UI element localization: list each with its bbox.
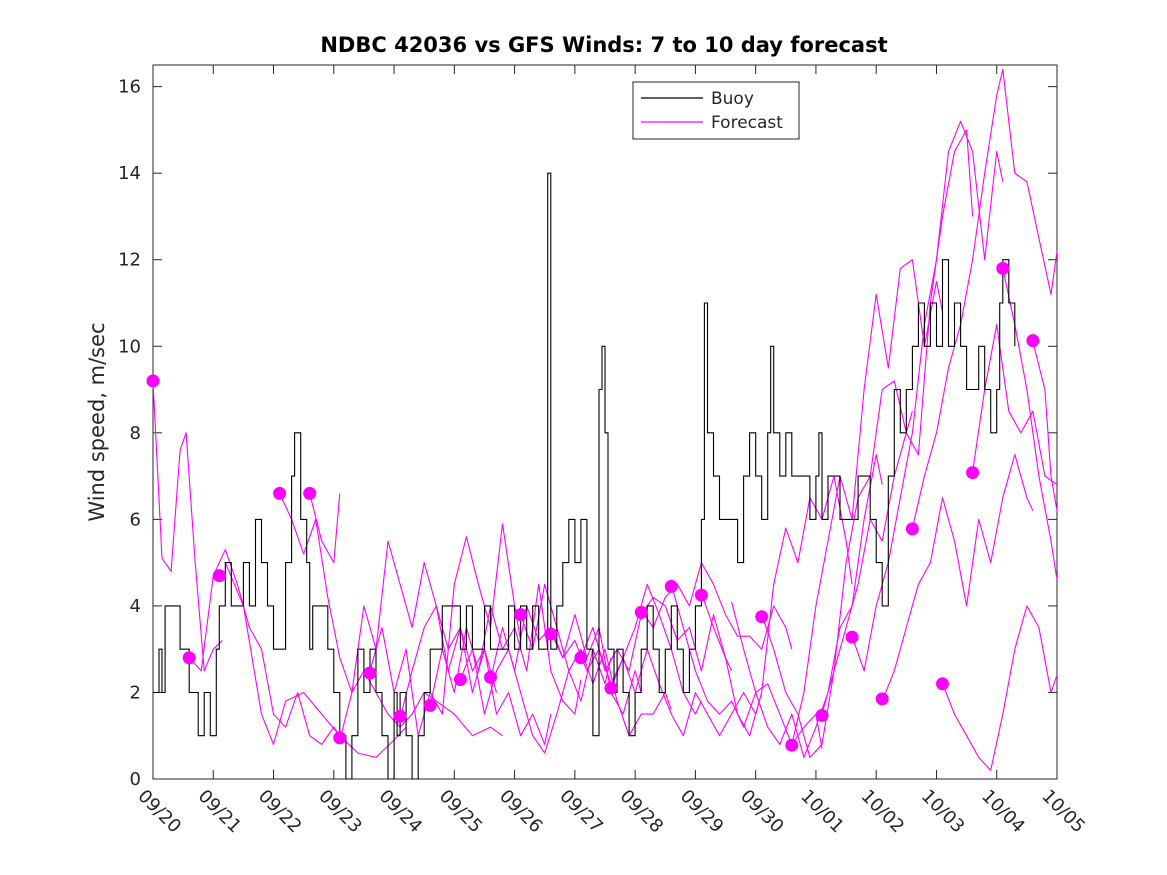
- forecast-marker: [146, 374, 160, 388]
- forecast-run-line: [369, 523, 522, 737]
- forecast-marker: [634, 605, 648, 619]
- forecast-run-line: [881, 453, 1034, 702]
- forecast-run-line: [941, 605, 1058, 771]
- forecast-run-line: [821, 129, 974, 715]
- y-tick-label: 14: [118, 163, 141, 184]
- forecast-run-line: [610, 648, 763, 737]
- y-tick-label: 0: [130, 769, 141, 790]
- legend: Buoy Forecast: [632, 81, 800, 140]
- forecast-marker: [815, 708, 829, 722]
- forecast-marker: [936, 677, 949, 691]
- forecast-marker: [333, 731, 347, 745]
- forecast-run-line: [972, 324, 1058, 486]
- y-tick-label: 8: [130, 423, 141, 444]
- series-layer: [152, 68, 1058, 780]
- forecast-marker: [604, 681, 618, 695]
- forecast-marker: [574, 651, 588, 665]
- y-tick-label: 2: [130, 682, 141, 703]
- forecast-run-line: [1032, 341, 1058, 511]
- forecast-run-line: [791, 259, 944, 745]
- legend-label-forecast: Forecast: [711, 113, 783, 133]
- forecast-marker: [544, 627, 558, 641]
- forecast-marker: [423, 698, 437, 712]
- y-tick-label: 12: [118, 250, 141, 271]
- forecast-run-line: [550, 583, 702, 715]
- forecast-marker: [875, 692, 889, 706]
- forecast-marker: [966, 466, 980, 480]
- forecast-run-line: [911, 68, 1058, 529]
- forecast-marker: [212, 569, 226, 583]
- y-tick-label: 6: [130, 509, 141, 530]
- y-axis-label: Wind speed, m/sec: [85, 322, 109, 521]
- forecast-run-line: [339, 540, 498, 741]
- forecast-markers: [146, 261, 1040, 752]
- forecast-run-line: [1002, 268, 1058, 580]
- y-tick-label: 16: [118, 77, 141, 98]
- forecast-run-line: [309, 493, 341, 564]
- forecast-marker: [755, 610, 769, 624]
- buoy-line: [153, 172, 1016, 780]
- forecast-marker: [1026, 334, 1040, 348]
- forecast-marker: [303, 486, 317, 500]
- forecast-run-line: [152, 380, 223, 672]
- forecast-run-line: [851, 120, 1004, 672]
- forecast-run-line: [224, 562, 407, 758]
- forecast-marker: [694, 588, 708, 602]
- y-axis-ticks: 0 2 4 6 8 10 12 14 16: [118, 77, 1057, 790]
- forecast-marker: [845, 630, 859, 644]
- legend-label-buoy: Buoy: [711, 89, 754, 109]
- forecast-marker: [182, 651, 196, 665]
- y-tick-label: 4: [130, 596, 141, 617]
- forecast-marker: [393, 709, 407, 723]
- forecast-marker: [785, 738, 799, 752]
- forecast-marker: [484, 670, 497, 684]
- forecast-marker: [905, 522, 919, 536]
- forecast-run-line: [459, 648, 612, 754]
- forecast-marker: [664, 579, 678, 593]
- forecast-marker: [453, 673, 467, 686]
- forecast-marker: [273, 486, 287, 500]
- forecast-run-line: [580, 596, 733, 672]
- y-tick-label: 10: [118, 336, 141, 357]
- forecast-run-line: [640, 562, 793, 650]
- legend-box: [632, 81, 800, 140]
- forecast-marker: [514, 608, 528, 622]
- forecast-marker: [996, 261, 1010, 275]
- chart-title: NDBC 42036 vs GFS Winds: 7 to 10 day for…: [320, 33, 887, 57]
- forecast-run-line: [761, 380, 913, 758]
- forecast-run-line: [731, 453, 883, 758]
- forecast-marker: [363, 666, 377, 680]
- forecast-run-line: [489, 605, 642, 715]
- forecast-run-line: [700, 475, 853, 737]
